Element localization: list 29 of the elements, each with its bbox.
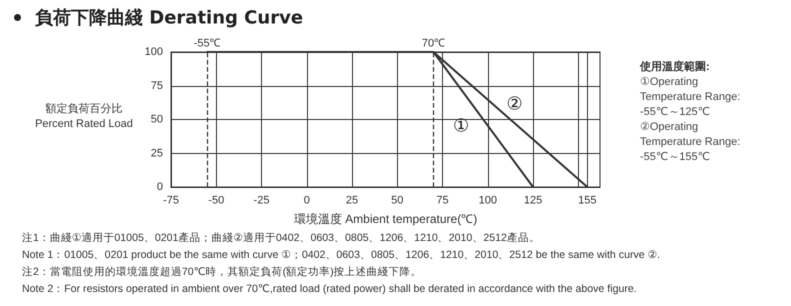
y-tick-label: 75 (150, 80, 163, 92)
x-tick-label: 75 (436, 194, 449, 206)
x-tick-label: 25 (346, 194, 358, 206)
text: ②Operating Temperature Range: -55℃～155℃ (640, 120, 742, 165)
y-tick-label: 100 (144, 46, 163, 58)
x-tick-label: 125 (524, 194, 542, 206)
y-tick-label: 50 (150, 114, 163, 126)
series-label: ① (453, 116, 470, 136)
text: Note 2：For resistors operated in ambient over 70℃,rated load (rated power) shall be derated in accordance with the above figure. (22, 282, 638, 297)
y-tick-label: 25 (150, 147, 163, 160)
x-tick-label: 50 (391, 194, 404, 206)
text: 使用溫度範圍: (640, 60, 711, 75)
ref-line-label: -55℃ (194, 38, 221, 50)
x-tick-label: 100 (478, 194, 497, 206)
x-tick-label: -50 (208, 194, 224, 206)
text: 注2：當電阻使用的環境溫度超過70℃時，其額定負荷(額定功率)按上述曲綫下降。 (22, 265, 423, 280)
x-axis-title: 環境溫度 Ambient temperature(℃) (294, 212, 478, 226)
x-tick-label: 155 (578, 194, 597, 206)
text: ①Operating Temperature Range: -55℃～125℃ (640, 75, 742, 120)
chart-title: 負荷下降曲綫 Derating Curve (35, 8, 304, 28)
x-tick-label: -75 (163, 194, 179, 206)
text: 注1：曲綫①適用于01005、0201產品；曲綫②適用于0402、0603、0805、1206、1210、2010、2512產品。 (22, 231, 541, 246)
text: Note 1：01005、0201 product be the same with curve ①；0402、0603、0805、1206、1210、2010、2512 be the same with curve ②. (22, 248, 660, 263)
y-axis-title: 額定負荷百分比 Percent Rated Load (34, 102, 134, 132)
series-label: ② (506, 94, 522, 114)
x-tick-label: -25 (254, 194, 270, 206)
y-tick-label: 0 (156, 181, 163, 193)
x-tick-label: 0 (304, 194, 310, 206)
ref-line-label: 70℃ (422, 38, 446, 50)
